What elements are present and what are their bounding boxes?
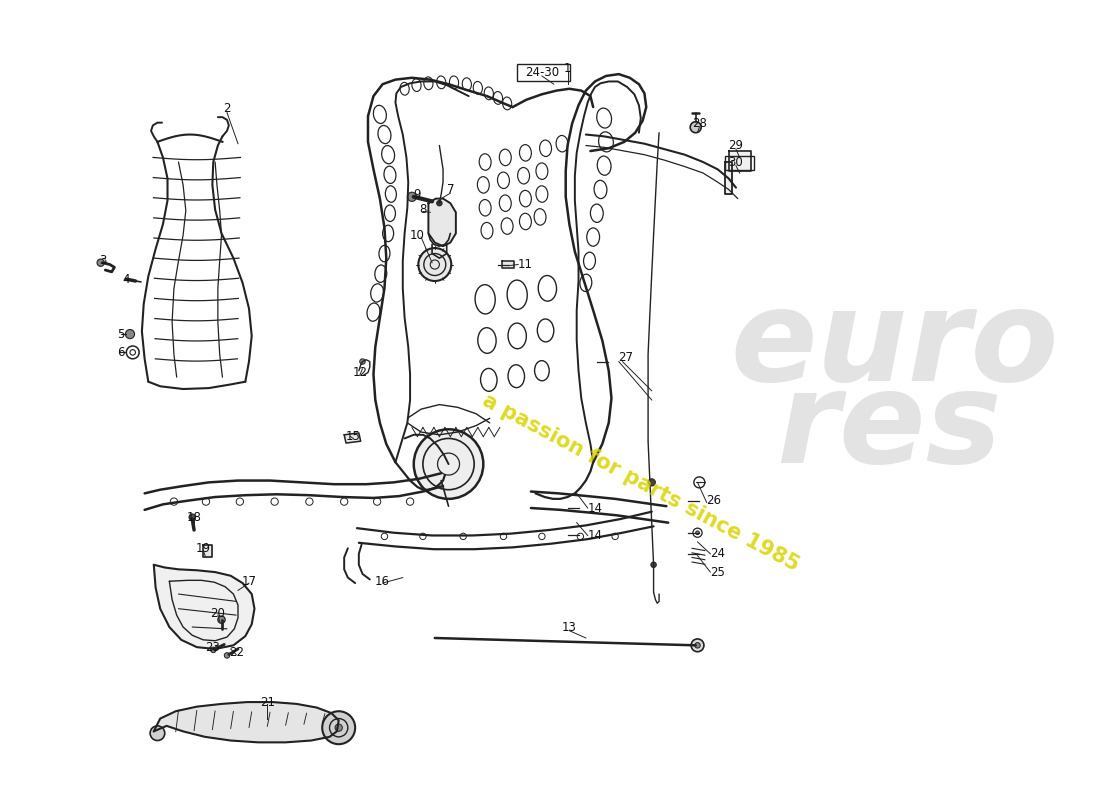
Text: 11: 11 <box>518 258 532 271</box>
Text: 14: 14 <box>587 502 603 514</box>
Text: 17: 17 <box>242 574 256 588</box>
Text: 28: 28 <box>692 117 707 130</box>
Polygon shape <box>428 198 455 246</box>
Polygon shape <box>344 433 361 443</box>
Text: 16: 16 <box>375 574 390 588</box>
Circle shape <box>150 726 165 741</box>
Text: 2: 2 <box>223 102 231 115</box>
Text: 15: 15 <box>345 430 361 443</box>
Circle shape <box>690 122 701 133</box>
Circle shape <box>695 642 701 648</box>
Polygon shape <box>502 261 515 268</box>
Text: 8: 8 <box>419 203 427 216</box>
Text: 3: 3 <box>99 254 107 267</box>
Circle shape <box>224 653 230 658</box>
Text: 24-30: 24-30 <box>525 66 559 78</box>
Text: 22: 22 <box>229 646 244 659</box>
Text: 6: 6 <box>117 346 124 359</box>
Circle shape <box>648 478 656 486</box>
Text: 29: 29 <box>728 139 744 152</box>
Text: 24: 24 <box>711 547 725 560</box>
Circle shape <box>322 711 355 744</box>
Circle shape <box>360 359 365 364</box>
Text: 23: 23 <box>205 641 220 654</box>
Circle shape <box>691 639 704 652</box>
Circle shape <box>414 430 483 499</box>
Circle shape <box>189 514 196 520</box>
Polygon shape <box>728 151 750 171</box>
Text: 21: 21 <box>260 695 275 709</box>
Text: 14: 14 <box>587 529 603 542</box>
Polygon shape <box>725 162 733 194</box>
Text: 18: 18 <box>187 510 201 524</box>
Circle shape <box>695 531 700 534</box>
Text: 19: 19 <box>196 542 211 554</box>
Text: 4: 4 <box>122 273 130 286</box>
Circle shape <box>336 724 342 731</box>
Text: 12: 12 <box>352 366 367 379</box>
Circle shape <box>125 330 134 338</box>
Circle shape <box>418 248 451 281</box>
Circle shape <box>651 562 657 567</box>
Polygon shape <box>154 565 254 649</box>
Circle shape <box>218 616 226 623</box>
Polygon shape <box>154 702 339 742</box>
Circle shape <box>437 201 442 206</box>
Circle shape <box>407 192 417 202</box>
Text: 5: 5 <box>117 327 124 341</box>
Text: 25: 25 <box>711 566 725 578</box>
Polygon shape <box>204 545 212 558</box>
Text: a passion for parts since 1985: a passion for parts since 1985 <box>478 390 803 574</box>
Text: 9: 9 <box>414 187 421 201</box>
Text: res: res <box>777 365 1002 490</box>
Text: 7: 7 <box>447 183 454 196</box>
Text: 30: 30 <box>728 155 744 169</box>
Text: 13: 13 <box>562 621 576 634</box>
Text: 26: 26 <box>706 494 722 507</box>
Text: 27: 27 <box>618 351 634 364</box>
Text: 20: 20 <box>210 606 225 620</box>
Circle shape <box>210 647 216 653</box>
Text: 1: 1 <box>564 62 571 75</box>
Text: euro: euro <box>730 282 1059 407</box>
Circle shape <box>97 259 104 266</box>
Text: 10: 10 <box>410 229 425 242</box>
